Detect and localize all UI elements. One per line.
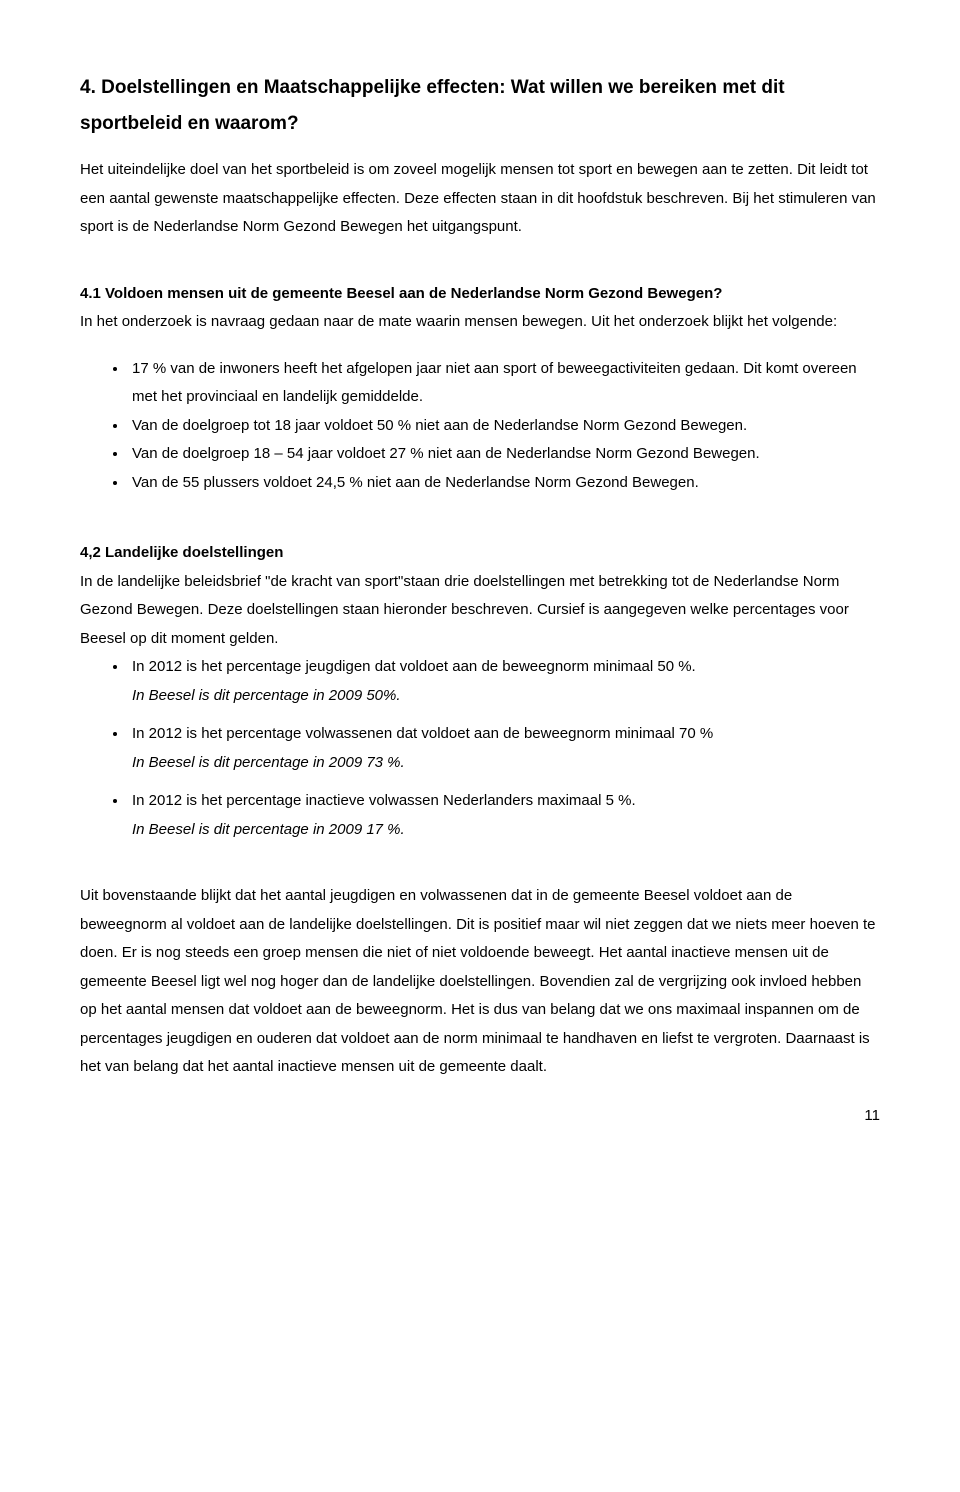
section-4-2: 4,2 Landelijke doelstellingen In de land… bbox=[80, 539, 880, 653]
sec41-bullet-list: 17 % van de inwoners heeft het afgelopen… bbox=[80, 355, 880, 498]
section-heading: 4. Doelstellingen en Maatschappelijke ef… bbox=[80, 70, 880, 142]
intro-paragraph: Het uiteindelijke doel van het sportbele… bbox=[80, 156, 880, 242]
list-item: In 2012 is het percentage volwassenen da… bbox=[128, 720, 880, 777]
goal-line: In 2012 is het percentage volwassenen da… bbox=[132, 725, 713, 742]
list-item: 17 % van de inwoners heeft het afgelopen… bbox=[128, 355, 880, 412]
section-4-1: 4.1 Voldoen mensen uit de gemeente Beese… bbox=[80, 280, 880, 337]
sec42-lead: In de landelijke beleidsbrief "de kracht… bbox=[80, 568, 880, 654]
sec42-goal-list: In 2012 is het percentage jeugdigen dat … bbox=[80, 653, 880, 844]
list-item: In 2012 is het percentage inactieve volw… bbox=[128, 787, 880, 844]
sec41-title: 4.1 Voldoen mensen uit de gemeente Beese… bbox=[80, 285, 722, 302]
page-number: 11 bbox=[80, 1102, 880, 1131]
goal-italic: In Beesel is dit percentage in 2009 17 %… bbox=[132, 821, 405, 838]
list-item: In 2012 is het percentage jeugdigen dat … bbox=[128, 653, 880, 710]
sec42-closing: Uit bovenstaande blijkt dat het aantal j… bbox=[80, 882, 880, 1082]
sec42-title: 4,2 Landelijke doelstellingen bbox=[80, 539, 880, 568]
sec41-lead: In het onderzoek is navraag gedaan naar … bbox=[80, 313, 837, 330]
goal-line: In 2012 is het percentage jeugdigen dat … bbox=[132, 658, 696, 675]
list-item: Van de 55 plussers voldoet 24,5 % niet a… bbox=[128, 469, 880, 498]
list-item: Van de doelgroep tot 18 jaar voldoet 50 … bbox=[128, 412, 880, 441]
goal-italic: In Beesel is dit percentage in 2009 50%. bbox=[132, 687, 401, 704]
goal-italic: In Beesel is dit percentage in 2009 73 %… bbox=[132, 754, 405, 771]
list-item: Van de doelgroep 18 – 54 jaar voldoet 27… bbox=[128, 440, 880, 469]
goal-line: In 2012 is het percentage inactieve volw… bbox=[132, 792, 636, 809]
